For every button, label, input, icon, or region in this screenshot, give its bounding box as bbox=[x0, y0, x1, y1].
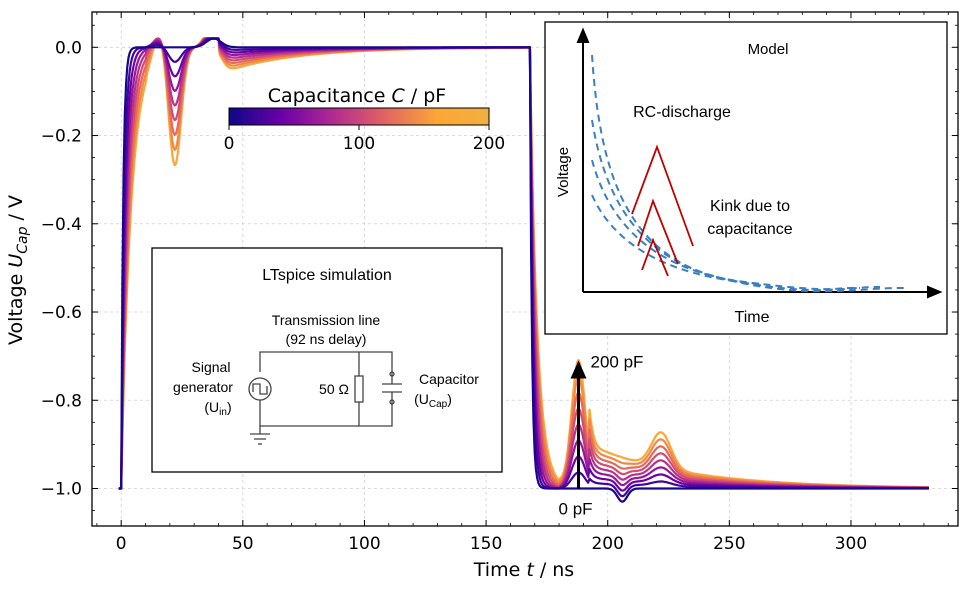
x-axis-title: Time t / ns bbox=[473, 559, 574, 581]
model-title: Model bbox=[748, 41, 789, 58]
x-tick-label: 250 bbox=[713, 534, 745, 554]
y-tick-label: 0.0 bbox=[55, 38, 82, 58]
series-line bbox=[118, 37, 929, 503]
kink-line bbox=[631, 144, 694, 247]
rc-curve bbox=[591, 54, 906, 293]
generator-label-1: Signal bbox=[192, 359, 231, 375]
rc-curve bbox=[591, 159, 861, 291]
kink-lines bbox=[631, 144, 694, 277]
y-tick-labels: 0.0 −0.2 −0.4 −0.6 −0.8 −1.0 bbox=[41, 38, 82, 499]
x-tick-labels: 0 50 100 150 200 250 300 bbox=[116, 534, 867, 554]
capacitor-label-2: (UCap) bbox=[414, 391, 452, 410]
rc-discharge-label: RC-discharge bbox=[633, 104, 731, 121]
rc-curve bbox=[591, 194, 761, 285]
series-group bbox=[118, 37, 929, 503]
ltspice-title: LTspice simulation bbox=[262, 267, 392, 284]
capacitance-arrow: 200 pF 0 pF bbox=[559, 353, 644, 519]
kink-line bbox=[637, 198, 679, 265]
colorbar-title: Capacitance C / pF bbox=[268, 85, 446, 107]
circuit-wire-bottom bbox=[259, 406, 393, 427]
x-tick-label: 0 bbox=[116, 534, 127, 554]
colorbar: Capacitance C / pF 0 100 200 bbox=[224, 85, 506, 154]
model-axes bbox=[576, 27, 943, 299]
resistor-label: 50 Ω bbox=[319, 381, 349, 397]
colorbar-gradient bbox=[228, 107, 490, 126]
arrow-head bbox=[570, 360, 587, 379]
model-x-label: Time bbox=[735, 309, 770, 326]
y-tick-label: −0.2 bbox=[41, 127, 82, 147]
y-tick-label: −0.4 bbox=[41, 215, 82, 235]
x-tick-label: 100 bbox=[348, 534, 380, 554]
y-axis-title: Voltage UCap / V bbox=[5, 195, 31, 345]
model-inset: Model RC-discharge Kink due to capacitan… bbox=[544, 21, 948, 335]
colorbar-tick-label: 100 bbox=[343, 134, 375, 154]
kink-line bbox=[641, 237, 669, 277]
y-tick-label: −0.8 bbox=[41, 391, 82, 411]
arrow-bottom-label: 0 pF bbox=[559, 499, 593, 518]
ltspice-inset-frame bbox=[151, 247, 503, 473]
capacitor-terminal bbox=[389, 399, 395, 405]
circuit-wire-top bbox=[259, 351, 393, 372]
axis-ticks bbox=[92, 12, 958, 526]
y-tick-label: −0.6 bbox=[41, 303, 82, 323]
plot-frame bbox=[91, 11, 959, 527]
rc-discharge-curves bbox=[591, 54, 906, 293]
x-tick-label: 200 bbox=[591, 534, 623, 554]
tline-label-2: (92 ns delay) bbox=[286, 331, 367, 347]
model-y-label: Voltage bbox=[555, 147, 572, 197]
model-y-arrow-icon bbox=[576, 27, 590, 43]
circuit-schematic bbox=[248, 351, 402, 445]
capacitor-label-1: Capacitor bbox=[419, 371, 479, 387]
colorbar-tick-label: 0 bbox=[224, 134, 235, 154]
x-tick-label: 300 bbox=[835, 534, 867, 554]
capacitor-terminal bbox=[389, 371, 395, 377]
x-tick-label: 50 bbox=[232, 534, 254, 554]
model-x-arrow-icon bbox=[927, 285, 943, 299]
generator-label-3: (Uin) bbox=[204, 399, 231, 418]
pulse-icon bbox=[252, 383, 268, 395]
model-inset-frame bbox=[544, 21, 948, 335]
y-tick-label: −1.0 bbox=[41, 479, 82, 499]
x-tick-label: 150 bbox=[470, 534, 502, 554]
tline-label-1: Transmission line bbox=[272, 312, 381, 328]
kink-label-1: Kink due to bbox=[710, 198, 790, 215]
colorbar-tick-label: 200 bbox=[473, 134, 505, 154]
arrow-top-label: 200 pF bbox=[591, 353, 644, 372]
ltspice-inset: LTspice simulation Transmission line (92… bbox=[151, 247, 503, 473]
generator-label-2: generator bbox=[173, 379, 233, 395]
kink-label-2: capacitance bbox=[707, 221, 792, 238]
